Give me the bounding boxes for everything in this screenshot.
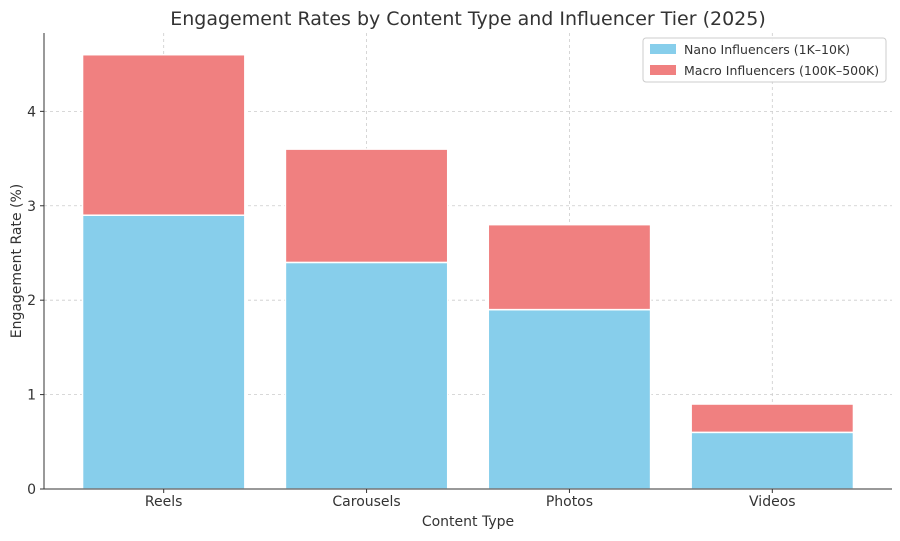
- legend: Nano Influencers (1K–10K) Macro Influence…: [642, 37, 887, 83]
- bar-nano-videos: [690, 431, 855, 490]
- x-tick-label: Carousels: [332, 494, 400, 510]
- legend-swatch: [650, 65, 676, 75]
- y-axis-label: Engagement Rate (%): [9, 184, 25, 339]
- legend-label: Macro Influencers (100K–500K): [684, 63, 879, 78]
- bar-nano-reels: [81, 214, 246, 490]
- legend-label: Nano Influencers (1K–10K): [684, 42, 850, 57]
- x-axis-label: Content Type: [422, 514, 514, 530]
- legend-swatch: [650, 44, 676, 54]
- y-tick-label: 4: [27, 104, 36, 120]
- y-tick-label: 3: [27, 199, 36, 215]
- y-tick-label: 2: [27, 293, 36, 309]
- bar-nano-carousels: [284, 261, 449, 490]
- y-tick-label: 0: [27, 482, 36, 498]
- bar-macro-carousels: [284, 148, 449, 264]
- chart-title: Engagement Rates by Content Type and Inf…: [170, 8, 766, 30]
- y-tick-label: 1: [27, 388, 36, 404]
- x-tick-label: Photos: [546, 494, 593, 510]
- legend-box: [642, 37, 887, 83]
- bar-nano-photos: [487, 308, 652, 490]
- x-tick-label: Reels: [145, 494, 183, 510]
- bar-macro-photos: [487, 223, 652, 311]
- x-tick-label: Videos: [749, 494, 796, 510]
- bar-macro-reels: [81, 53, 246, 216]
- bar-macro-videos: [690, 403, 855, 434]
